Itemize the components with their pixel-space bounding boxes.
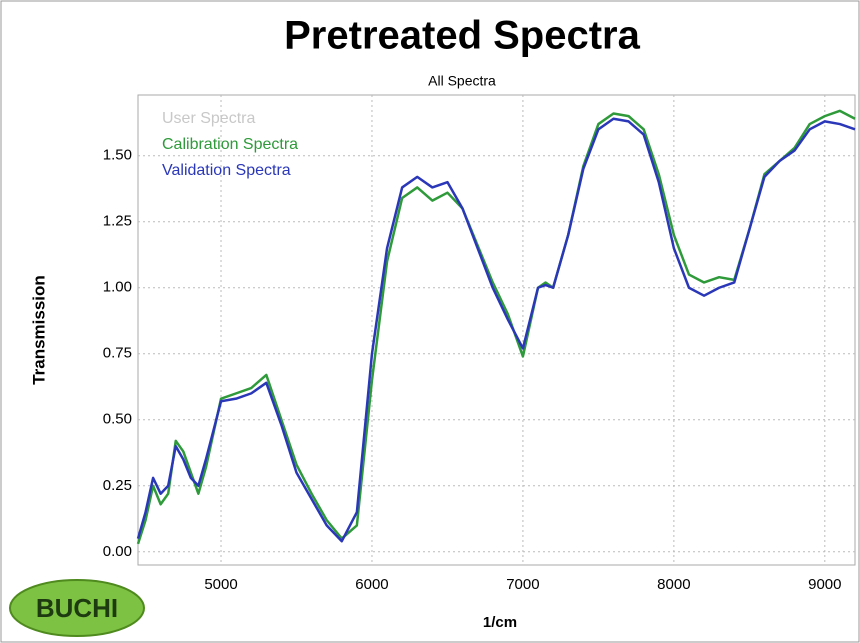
- plot-area: [137, 94, 856, 566]
- y-axis-label: Transmission: [29, 275, 48, 385]
- y-tick-label: 1.50: [103, 147, 132, 164]
- spectrum-line: [136, 117, 856, 543]
- logo-badge: [9, 579, 145, 637]
- y-tick-label: 1.00: [103, 279, 132, 296]
- x-tick-label: 7000: [506, 576, 539, 593]
- legend-entry: Calibration Spectra: [162, 136, 298, 153]
- y-tick-label: 0.25: [103, 477, 132, 494]
- x-tick-label: 8000: [657, 576, 690, 593]
- y-tick-label: 0.75: [103, 345, 132, 362]
- x-tick-label: 5000: [204, 576, 237, 593]
- y-tick-label: 0.50: [103, 411, 132, 428]
- x-tick-label: 6000: [355, 576, 388, 593]
- legend-entry: Validation Spectra: [162, 162, 291, 179]
- x-axis-label: 1/cm: [483, 614, 517, 631]
- logo: BUCHI: [36, 593, 118, 623]
- legend-entry: User Spectra: [162, 110, 255, 127]
- y-tick-label: 0.00: [103, 543, 132, 560]
- chart-subtitle: All Spectra: [428, 73, 496, 89]
- y-tick-label: 1.25: [103, 213, 132, 230]
- chart-title: Pretreated Spectra: [284, 14, 640, 58]
- x-tick-label: 9000: [808, 576, 841, 593]
